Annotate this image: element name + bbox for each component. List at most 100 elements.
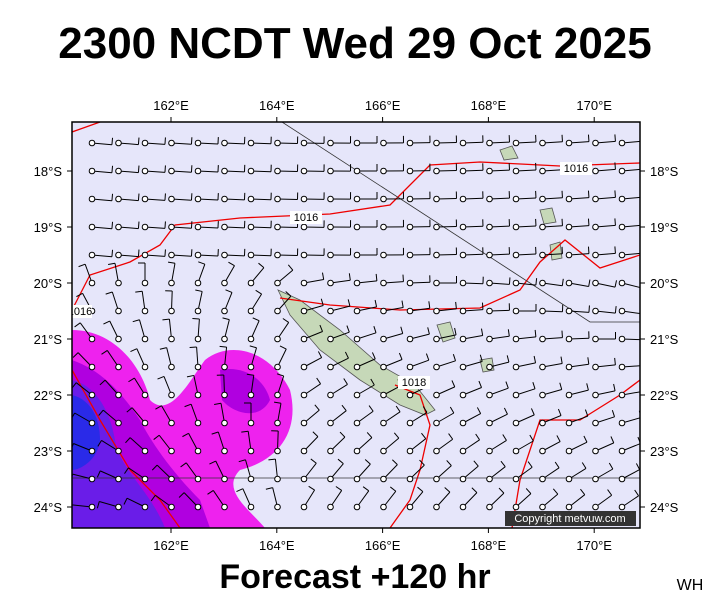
barb-feather xyxy=(246,373,254,376)
barb-station xyxy=(512,195,520,203)
barb-staff xyxy=(542,197,563,200)
barb-staff xyxy=(277,375,285,396)
barb-staff xyxy=(303,409,320,424)
barb-station xyxy=(88,475,96,483)
barb-station xyxy=(194,475,202,483)
barb-station xyxy=(221,419,228,427)
barb-station xyxy=(115,279,122,287)
barb-station xyxy=(565,391,573,399)
barb-station xyxy=(406,503,414,511)
barb-staff xyxy=(114,263,119,284)
barb-staff xyxy=(568,441,588,452)
barb-feather xyxy=(476,407,482,414)
barb-station xyxy=(406,307,414,315)
barb-feather xyxy=(282,318,289,323)
barb-station xyxy=(168,139,175,147)
barb-staff xyxy=(436,360,456,368)
barb-feather xyxy=(74,322,81,328)
barb-staff xyxy=(542,363,563,368)
barb-staff xyxy=(99,501,119,508)
barb-station xyxy=(221,195,228,203)
lat-label: 18°S xyxy=(650,164,679,179)
barb-station xyxy=(168,279,175,287)
barb-staff xyxy=(250,170,272,173)
barb-feather xyxy=(268,458,276,461)
barb-station xyxy=(327,391,334,399)
barb-staff xyxy=(568,282,589,287)
barb-feather xyxy=(611,410,615,417)
barb-staff xyxy=(542,493,559,508)
barb-feather xyxy=(279,345,287,350)
barb-feather xyxy=(321,272,325,280)
barb-feather xyxy=(76,292,83,298)
barb-staff xyxy=(568,337,590,340)
barb-station xyxy=(592,195,599,203)
barb-station xyxy=(115,223,122,231)
barb-staff xyxy=(212,490,225,508)
barb-station xyxy=(247,279,255,287)
barb-staff xyxy=(109,320,119,340)
barb-feather xyxy=(108,262,116,266)
barb-feather xyxy=(105,291,113,295)
barb-staff xyxy=(489,141,510,144)
barb-staff xyxy=(542,282,563,287)
barb-feather xyxy=(588,279,591,287)
barb-station xyxy=(327,503,334,511)
barb-station xyxy=(486,447,493,455)
barb-station xyxy=(353,447,361,455)
barb-staff xyxy=(383,359,403,368)
barb-staff xyxy=(197,142,218,145)
barb-station xyxy=(274,279,281,287)
barb-staff xyxy=(568,253,589,256)
barb-station xyxy=(168,251,175,259)
barb-station xyxy=(221,335,228,343)
barb-staff xyxy=(111,291,119,312)
barb-station xyxy=(539,363,546,371)
barb-staff xyxy=(462,465,479,480)
barb-station xyxy=(327,307,334,315)
barb-staff xyxy=(77,352,93,368)
barb-staff xyxy=(171,198,192,201)
barb-station xyxy=(512,251,520,259)
barb-feather xyxy=(312,431,319,437)
barb-feather xyxy=(530,408,535,416)
barb-staff xyxy=(595,196,616,200)
barb-staff xyxy=(489,197,510,200)
barb-feather xyxy=(614,190,616,198)
barb-station xyxy=(486,391,493,399)
barb-station xyxy=(327,363,334,371)
island xyxy=(539,207,557,225)
barb-staff xyxy=(129,437,146,452)
barb-feather xyxy=(449,406,455,414)
barb-staff xyxy=(568,225,589,228)
barb-station xyxy=(539,195,546,203)
barb-station xyxy=(300,139,308,147)
barb-station xyxy=(141,195,149,203)
barb-feather xyxy=(126,407,133,413)
barb-staff xyxy=(568,141,589,144)
barb-station xyxy=(221,307,228,315)
barb-station xyxy=(592,419,599,427)
barb-station xyxy=(115,503,122,511)
barb-staff xyxy=(595,282,616,288)
barb-feather xyxy=(98,409,104,416)
barb-station xyxy=(300,167,308,175)
barb-station xyxy=(512,419,520,427)
barb-staff xyxy=(568,415,588,424)
lat-label: 21°S xyxy=(34,332,63,347)
barb-staff xyxy=(250,320,260,340)
barb-feather xyxy=(130,348,138,353)
barb-staff xyxy=(515,336,536,340)
barb-staff xyxy=(141,291,146,312)
barb-station xyxy=(300,475,308,483)
isobar-label-text: 1016 xyxy=(564,163,588,175)
barb-staff xyxy=(356,358,376,368)
barb-staff xyxy=(303,357,322,368)
barb-staff xyxy=(462,169,484,172)
barb-feather xyxy=(448,433,454,440)
barb-station xyxy=(618,195,626,203)
lat-label: 18°S xyxy=(34,164,63,179)
precip xyxy=(220,369,270,414)
barb-staff xyxy=(436,412,455,424)
barb-staff xyxy=(158,434,172,452)
